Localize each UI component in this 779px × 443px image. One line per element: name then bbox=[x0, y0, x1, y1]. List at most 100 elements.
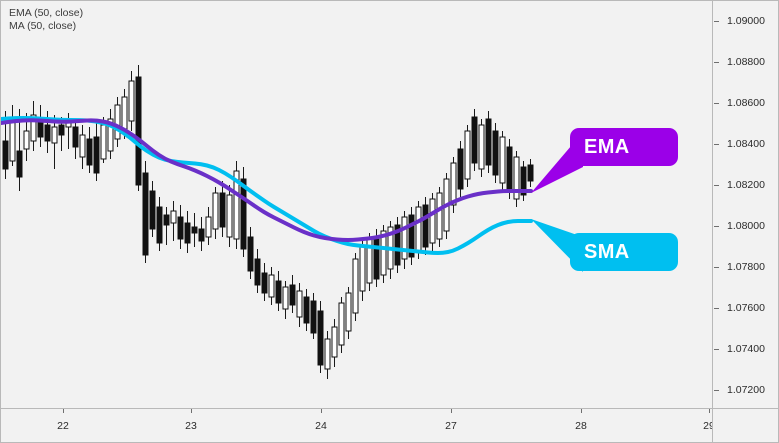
price-tick-label: 1.08400 bbox=[727, 138, 765, 151]
price-tick-label: 1.08000 bbox=[727, 219, 765, 232]
candle-body bbox=[457, 148, 464, 190]
time-tick-label: 23 bbox=[185, 420, 197, 432]
candle-body bbox=[254, 258, 261, 286]
candle-body bbox=[296, 290, 303, 318]
sma-callout-badge[interactable]: SMA bbox=[570, 233, 678, 271]
candle-body bbox=[30, 114, 37, 142]
price-tick-mark bbox=[714, 103, 719, 105]
candle-body bbox=[401, 216, 408, 260]
ema-callout-badge[interactable]: EMA bbox=[570, 128, 678, 166]
candle-body bbox=[79, 134, 86, 158]
moving-average-overlays bbox=[1, 116, 533, 255]
candle-body bbox=[471, 116, 478, 164]
time-tick-mark bbox=[63, 409, 64, 413]
candle-body bbox=[499, 136, 506, 184]
candle-body bbox=[352, 258, 359, 314]
candle-body bbox=[492, 130, 499, 176]
ema-line bbox=[1, 118, 533, 242]
candle-body bbox=[289, 284, 296, 306]
candle-body bbox=[317, 310, 324, 366]
candle-body bbox=[485, 118, 492, 166]
candle-body bbox=[247, 236, 254, 272]
time-axis[interactable]: 22 23 24 27 28 29 bbox=[0, 408, 715, 443]
price-tick-label: 1.07400 bbox=[727, 342, 765, 355]
candle-body bbox=[436, 192, 443, 240]
axis-corner bbox=[712, 408, 779, 443]
price-tick-label: 1.09000 bbox=[727, 15, 765, 28]
candle-body bbox=[135, 76, 142, 186]
time-tick-label: 29 bbox=[703, 420, 715, 432]
candle-body bbox=[16, 150, 23, 178]
price-tick-mark bbox=[714, 348, 719, 350]
sma-callout-label: SMA bbox=[584, 240, 630, 263]
price-tick-mark bbox=[714, 62, 719, 64]
price-tick-mark bbox=[714, 225, 719, 227]
candle-body bbox=[226, 194, 233, 238]
price-tick-mark bbox=[714, 389, 719, 391]
candle-body bbox=[450, 162, 457, 206]
price-tick-label: 1.08600 bbox=[727, 97, 765, 110]
price-axis[interactable]: 1.09000 1.08800 1.08600 1.08400 1.08200 1.080… bbox=[712, 0, 779, 409]
candle-body bbox=[380, 230, 387, 276]
candle-body bbox=[520, 166, 527, 196]
candle-body bbox=[107, 118, 114, 152]
price-tick-label: 1.07800 bbox=[727, 260, 765, 273]
time-tick-mark bbox=[321, 409, 322, 413]
candle-body bbox=[478, 124, 485, 170]
candle-body bbox=[219, 192, 226, 228]
callout-tails bbox=[531, 132, 583, 272]
time-tick-label: 28 bbox=[575, 420, 587, 432]
candle-body bbox=[58, 124, 65, 136]
candle-body bbox=[275, 280, 282, 304]
candle-body bbox=[51, 126, 58, 144]
candle-body bbox=[72, 126, 79, 148]
candle-body bbox=[93, 136, 100, 174]
candle-body bbox=[324, 338, 331, 370]
candle-body bbox=[233, 170, 240, 240]
candle-body bbox=[331, 326, 338, 358]
price-tick-label: 1.07200 bbox=[727, 383, 765, 396]
candle-body bbox=[170, 210, 177, 224]
price-tick-mark bbox=[714, 144, 719, 146]
price-tick-mark bbox=[714, 185, 719, 187]
candle-body bbox=[142, 172, 149, 256]
candle-body bbox=[527, 164, 534, 182]
price-tick-label: 1.07600 bbox=[727, 301, 765, 314]
candle-body bbox=[23, 130, 30, 150]
time-tick-mark bbox=[709, 409, 710, 413]
price-tick-label: 1.08200 bbox=[727, 179, 765, 192]
candle-body bbox=[212, 192, 219, 230]
price-tick-label: 1.08800 bbox=[727, 56, 765, 69]
candle-body bbox=[205, 216, 212, 238]
time-tick-mark bbox=[451, 409, 452, 413]
candle-body bbox=[338, 302, 345, 346]
legend-line-ma: MA (50, close) bbox=[9, 20, 77, 32]
price-tick-mark bbox=[714, 21, 719, 23]
candle-body bbox=[2, 140, 9, 170]
candle-body bbox=[408, 214, 415, 258]
candle-body bbox=[303, 296, 310, 324]
chart-plot-area[interactable]: EMA (50, close) MA (50, close) bbox=[0, 0, 713, 409]
candle-body bbox=[191, 226, 198, 234]
candle-body bbox=[261, 272, 268, 294]
candle-body bbox=[44, 124, 51, 142]
candle-body bbox=[163, 214, 170, 226]
candle-body bbox=[128, 80, 135, 122]
time-tick-label: 22 bbox=[57, 420, 69, 432]
candle-body bbox=[429, 198, 436, 244]
sma-line bbox=[1, 116, 533, 255]
legend-line-ema: EMA (50, close) bbox=[9, 7, 84, 19]
time-tick-label: 27 bbox=[445, 420, 457, 432]
candle-body bbox=[464, 130, 471, 180]
candle-body bbox=[198, 228, 205, 242]
candle-body bbox=[149, 190, 156, 230]
candle-body bbox=[422, 204, 429, 248]
time-tick-label: 24 bbox=[315, 420, 327, 432]
price-tick-mark bbox=[714, 307, 719, 309]
candle-body bbox=[156, 206, 163, 244]
candle-body bbox=[282, 286, 289, 310]
candle-body bbox=[177, 216, 184, 240]
time-tick-mark bbox=[191, 409, 192, 413]
time-tick-mark bbox=[581, 409, 582, 413]
